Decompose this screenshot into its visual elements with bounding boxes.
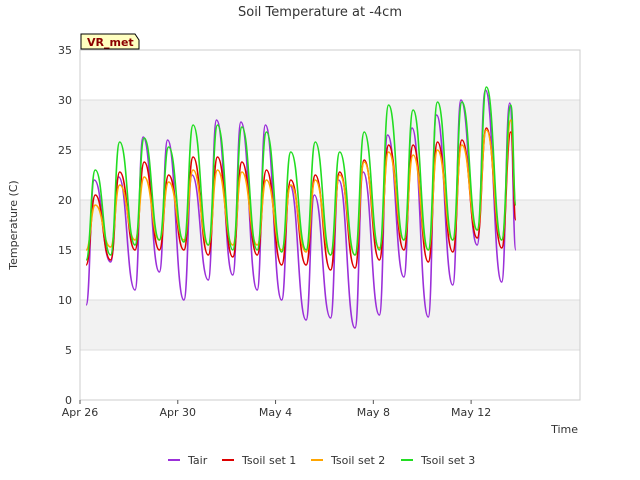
y-tick-label: 30 bbox=[58, 94, 72, 107]
grid-band bbox=[80, 50, 580, 100]
y-tick-label: 25 bbox=[58, 144, 72, 157]
y-axis-label: Temperature (C) bbox=[7, 180, 20, 270]
badge-box bbox=[80, 33, 140, 50]
legend-label: Tair bbox=[187, 454, 208, 467]
series-line-tsoil-set-3 bbox=[85, 86, 517, 261]
legend-label: Tsoil set 1 bbox=[241, 454, 296, 467]
y-tick-label: 0 bbox=[65, 394, 72, 407]
x-axis-ticks: Apr 26 Apr 30 May 4 May 8 May 12 bbox=[62, 400, 491, 419]
x-tick-label: May 4 bbox=[259, 406, 292, 419]
legend-label: Tsoil set 3 bbox=[420, 454, 475, 467]
y-tick-label: 35 bbox=[58, 44, 72, 57]
x-tick-label: May 12 bbox=[451, 406, 491, 419]
y-axis-ticks: 0 5 10 15 20 25 30 35 bbox=[58, 44, 72, 407]
x-tick-label: Apr 30 bbox=[160, 406, 197, 419]
chart-title: Soil Temperature at -4cm bbox=[238, 5, 402, 20]
grid-band bbox=[80, 350, 580, 400]
series-layer bbox=[85, 86, 517, 329]
vr-met-badge: VR_met bbox=[80, 33, 140, 50]
y-tick-label: 15 bbox=[58, 244, 72, 257]
x-tick-label: May 8 bbox=[357, 406, 390, 419]
x-tick-label: Apr 26 bbox=[62, 406, 99, 419]
y-tick-label: 5 bbox=[65, 344, 72, 357]
x-axis-label: Time bbox=[550, 423, 578, 436]
grid-band bbox=[80, 300, 580, 350]
y-tick-label: 20 bbox=[58, 194, 72, 207]
plot-frame bbox=[79, 49, 581, 401]
legend: Tair Tsoil set 1 Tsoil set 2 Tsoil set 3 bbox=[168, 454, 475, 467]
y-tick-label: 10 bbox=[58, 294, 72, 307]
legend-label: Tsoil set 2 bbox=[330, 454, 385, 467]
grid-band bbox=[80, 100, 580, 150]
badge-label: VR_met bbox=[87, 36, 134, 49]
